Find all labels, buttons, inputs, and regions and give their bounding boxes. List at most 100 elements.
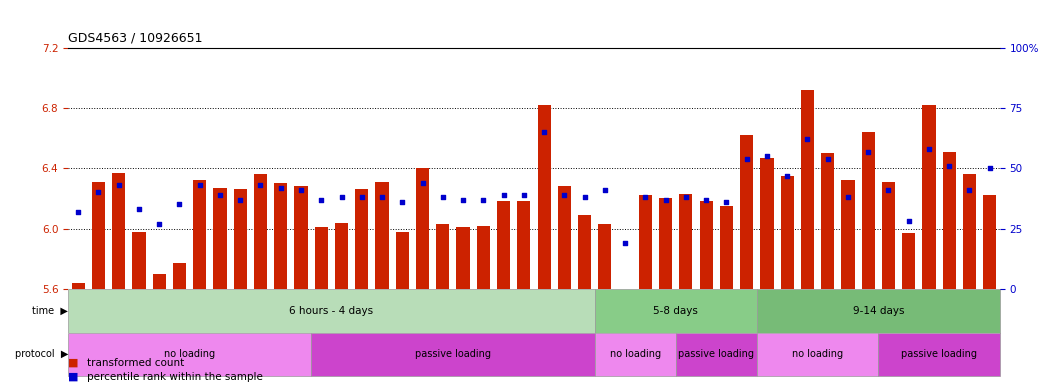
- Bar: [132, 232, 146, 289]
- Point: [192, 182, 208, 188]
- Bar: [639, 195, 652, 289]
- Point: [799, 136, 816, 142]
- Text: ■: ■: [68, 358, 79, 368]
- Bar: [680, 194, 692, 289]
- Bar: [760, 158, 774, 289]
- Bar: [595, 289, 757, 333]
- Bar: [922, 105, 936, 289]
- Point: [758, 153, 775, 159]
- Bar: [757, 289, 1000, 333]
- Point: [231, 197, 248, 203]
- Bar: [112, 173, 126, 289]
- Bar: [878, 333, 1000, 376]
- Point: [374, 194, 391, 200]
- Point: [272, 185, 289, 191]
- Text: ■: ■: [68, 372, 79, 382]
- Bar: [214, 188, 226, 289]
- Bar: [456, 227, 470, 289]
- Text: 5-8 days: 5-8 days: [653, 306, 698, 316]
- Point: [394, 199, 410, 205]
- Bar: [595, 333, 675, 376]
- Point: [576, 194, 593, 200]
- Bar: [193, 180, 206, 289]
- Point: [415, 180, 431, 186]
- Point: [454, 197, 471, 203]
- Bar: [740, 135, 753, 289]
- Bar: [517, 202, 531, 289]
- Bar: [315, 227, 328, 289]
- Point: [131, 206, 148, 212]
- Text: 6 hours - 4 days: 6 hours - 4 days: [289, 306, 374, 316]
- Bar: [254, 174, 267, 289]
- Bar: [598, 224, 611, 289]
- Bar: [476, 225, 490, 289]
- Text: no loading: no loading: [609, 349, 661, 359]
- Point: [677, 194, 694, 200]
- Bar: [311, 333, 595, 376]
- Text: GDS4563 / 10926651: GDS4563 / 10926651: [68, 31, 202, 44]
- Bar: [821, 153, 834, 289]
- Bar: [92, 182, 105, 289]
- Bar: [675, 333, 757, 376]
- Text: 9-14 days: 9-14 days: [852, 306, 905, 316]
- Point: [961, 187, 978, 193]
- Bar: [294, 187, 308, 289]
- Point: [515, 192, 532, 198]
- Bar: [558, 187, 571, 289]
- Text: no loading: no loading: [792, 349, 843, 359]
- Point: [840, 194, 856, 200]
- Text: time  ▶: time ▶: [32, 306, 68, 316]
- Point: [333, 194, 350, 200]
- Text: passive loading: passive loading: [678, 349, 754, 359]
- Point: [252, 182, 269, 188]
- Text: protocol  ▶: protocol ▶: [15, 349, 68, 359]
- Point: [292, 187, 310, 193]
- Bar: [619, 289, 631, 298]
- Point: [536, 129, 553, 135]
- Point: [779, 172, 796, 179]
- Point: [597, 187, 614, 193]
- Bar: [862, 132, 875, 289]
- Bar: [233, 189, 247, 289]
- Text: passive loading: passive loading: [415, 349, 491, 359]
- Bar: [274, 184, 287, 289]
- Point: [151, 221, 168, 227]
- Point: [90, 189, 107, 195]
- Bar: [720, 206, 733, 289]
- Bar: [801, 90, 814, 289]
- Text: percentile rank within the sample: percentile rank within the sample: [87, 372, 263, 382]
- Bar: [882, 182, 895, 289]
- Bar: [396, 232, 409, 289]
- Point: [941, 163, 958, 169]
- Bar: [963, 174, 976, 289]
- Point: [738, 156, 755, 162]
- Point: [475, 197, 492, 203]
- Point: [354, 194, 371, 200]
- Point: [110, 182, 127, 188]
- Bar: [68, 333, 311, 376]
- Point: [435, 194, 451, 200]
- Bar: [578, 215, 592, 289]
- Point: [718, 199, 735, 205]
- Point: [920, 146, 937, 152]
- Bar: [537, 105, 551, 289]
- Bar: [437, 224, 449, 289]
- Point: [637, 194, 653, 200]
- Bar: [153, 274, 165, 289]
- Point: [860, 149, 876, 155]
- Text: no loading: no loading: [164, 349, 216, 359]
- Bar: [842, 180, 854, 289]
- Bar: [376, 182, 388, 289]
- Bar: [335, 223, 348, 289]
- Point: [313, 197, 330, 203]
- Point: [697, 197, 714, 203]
- Point: [171, 202, 187, 208]
- Point: [211, 192, 228, 198]
- Bar: [699, 202, 713, 289]
- Text: passive loading: passive loading: [901, 349, 977, 359]
- Point: [658, 197, 674, 203]
- Bar: [942, 152, 956, 289]
- Point: [617, 240, 633, 246]
- Point: [981, 166, 998, 172]
- Point: [881, 187, 897, 193]
